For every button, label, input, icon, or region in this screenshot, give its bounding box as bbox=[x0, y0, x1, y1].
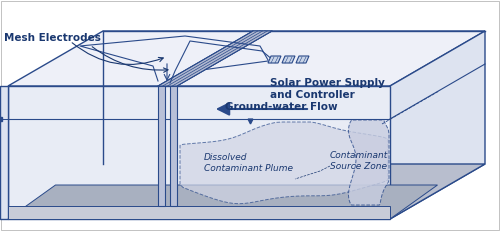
Polygon shape bbox=[8, 185, 438, 219]
Polygon shape bbox=[0, 86, 8, 219]
Text: Contaminant
Source Zone: Contaminant Source Zone bbox=[330, 151, 388, 171]
Text: Ground-water Flow: Ground-water Flow bbox=[225, 102, 338, 112]
Text: Mesh Electrodes: Mesh Electrodes bbox=[4, 33, 101, 43]
Polygon shape bbox=[8, 86, 390, 219]
Polygon shape bbox=[282, 56, 295, 63]
Polygon shape bbox=[8, 31, 485, 86]
Polygon shape bbox=[8, 206, 390, 219]
Polygon shape bbox=[268, 56, 281, 63]
Polygon shape bbox=[390, 31, 485, 219]
Polygon shape bbox=[158, 31, 272, 86]
Polygon shape bbox=[348, 120, 389, 205]
Polygon shape bbox=[8, 164, 485, 219]
Text: Solar Power Supply
and Controller: Solar Power Supply and Controller bbox=[270, 78, 385, 100]
Polygon shape bbox=[170, 86, 177, 206]
FancyArrowPatch shape bbox=[92, 47, 168, 72]
FancyArrowPatch shape bbox=[72, 43, 164, 64]
Polygon shape bbox=[158, 86, 165, 206]
Text: Dissolved
Contaminant Plume: Dissolved Contaminant Plume bbox=[204, 153, 293, 173]
Polygon shape bbox=[296, 56, 309, 63]
Polygon shape bbox=[180, 122, 388, 204]
